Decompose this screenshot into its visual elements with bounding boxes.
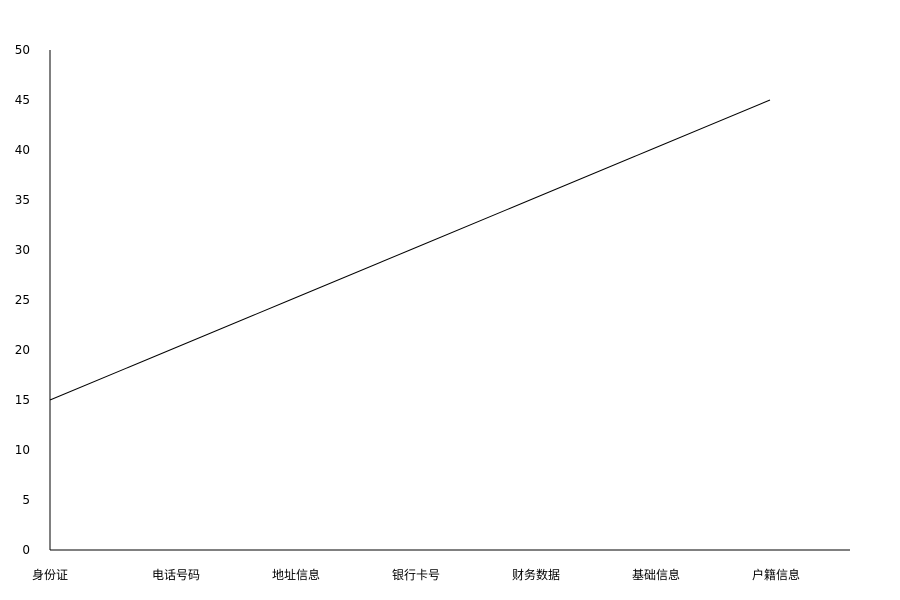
y-tick-label: 40 — [15, 143, 30, 157]
y-tick-label: 10 — [15, 443, 30, 457]
y-axis-ticks: 0 5 10 15 20 25 30 35 40 45 50 — [15, 43, 30, 557]
x-axis-ticks: 身份证 电话号码 地址信息 银行卡号 财务数据 基础信息 户籍信息 — [32, 567, 800, 582]
y-tick-label: 0 — [22, 543, 30, 557]
y-tick-label: 30 — [15, 243, 30, 257]
y-tick-label: 25 — [15, 293, 30, 307]
plot-area: 0 5 10 15 20 25 30 35 40 45 50 身份证 电话号码 地址信息 银行卡号 财务数据… — [15, 43, 850, 582]
y-tick-label: 35 — [15, 193, 30, 207]
x-tick-label: 地址信息 — [272, 567, 320, 582]
y-tick-label: 5 — [22, 493, 30, 507]
y-tick-label: 20 — [15, 343, 30, 357]
x-tick-label: 基础信息 — [632, 567, 680, 582]
y-tick-label: 45 — [15, 93, 30, 107]
x-tick-label: 电话号码 — [152, 568, 200, 582]
x-tick-label: 户籍信息 — [752, 567, 800, 582]
y-tick-label: 15 — [15, 393, 30, 407]
series-line — [49, 99, 771, 401]
y-tick-label: 50 — [15, 43, 30, 57]
series-group — [49, 99, 771, 401]
x-tick-label: 财务数据 — [512, 567, 560, 582]
x-tick-label: 银行卡号 — [392, 568, 440, 582]
x-tick-label: 身份证 — [32, 567, 68, 582]
